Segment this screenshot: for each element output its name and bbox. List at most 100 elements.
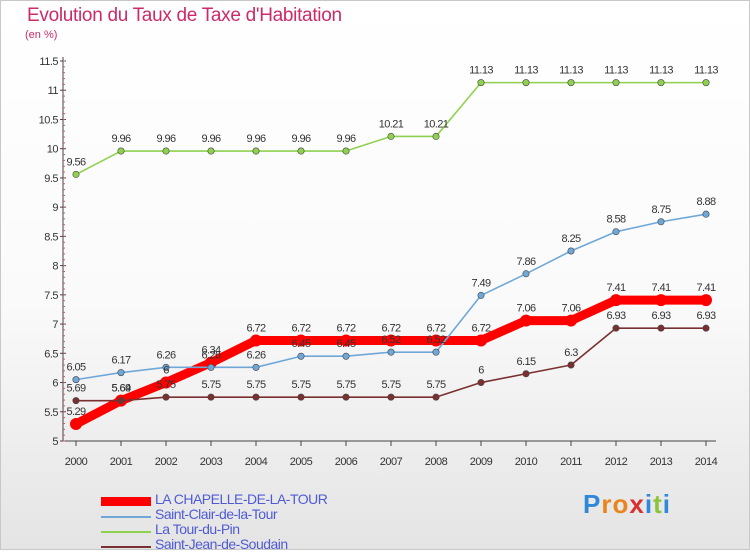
legend-label: Saint-Clair-de-la-Tour xyxy=(155,506,278,522)
data-point-la-chapelle-de-la-tour xyxy=(340,334,352,347)
data-point-saint-jean-de-soudain xyxy=(477,379,485,387)
data-label-saint-jean-de-soudain: 5.69 xyxy=(66,383,85,395)
data-label-la-chapelle-de-la-tour: 6.72 xyxy=(246,322,265,334)
y-tick-label: 9 xyxy=(52,202,58,214)
data-label-la-tour-du-pin: 9.96 xyxy=(336,133,355,145)
data-point-la-chapelle-de-la-tour xyxy=(655,294,667,307)
data-point-la-tour-du-pin xyxy=(117,147,125,155)
data-label-la-chapelle-de-la-tour: 6.72 xyxy=(381,322,400,334)
data-label-saint-jean-de-soudain: 5.75 xyxy=(156,379,175,391)
y-tick-label: 6.5 xyxy=(44,348,58,360)
y-tick-label: 10 xyxy=(47,144,59,156)
data-point-la-tour-du-pin xyxy=(702,79,710,87)
y-tick-label: 5 xyxy=(52,436,58,448)
data-label-la-chapelle-de-la-tour: 7.41 xyxy=(606,282,625,294)
data-point-saint-clair-de-la-tour xyxy=(567,247,575,255)
data-point-saint-clair-de-la-tour xyxy=(612,228,620,236)
data-point-la-chapelle-de-la-tour xyxy=(250,334,262,347)
data-label-saint-clair-de-la-tour: 8.25 xyxy=(561,233,580,245)
data-point-saint-jean-de-soudain xyxy=(567,361,575,369)
data-point-saint-clair-de-la-tour xyxy=(477,291,485,299)
data-point-la-tour-du-pin xyxy=(612,79,620,87)
data-point-la-chapelle-de-la-tour xyxy=(160,376,172,389)
logo-letter: P xyxy=(583,489,602,519)
data-point-saint-jean-de-soudain xyxy=(342,393,350,401)
x-tick-label: 2005 xyxy=(290,456,313,468)
data-label-saint-jean-de-soudain: 5.75 xyxy=(426,379,445,391)
data-label-la-tour-du-pin: 9.96 xyxy=(291,133,310,145)
x-tick-label: 2006 xyxy=(335,456,358,468)
data-label-saint-clair-de-la-tour: 8.88 xyxy=(696,196,715,208)
data-label-saint-jean-de-soudain: 5.75 xyxy=(291,379,310,391)
legend-item: La Tour-du-Pin xyxy=(101,521,401,538)
data-label-saint-jean-de-soudain: 6 xyxy=(478,365,484,377)
logo-letter: x xyxy=(629,489,645,519)
data-label-saint-jean-de-soudain: 6.93 xyxy=(651,310,670,322)
y-tick-label: 7 xyxy=(52,319,58,331)
data-point-la-tour-du-pin xyxy=(432,132,440,140)
data-point-saint-clair-de-la-tour xyxy=(522,270,530,278)
y-tick-label: 11 xyxy=(48,85,59,97)
y-tick-label: 8 xyxy=(52,261,58,273)
data-label-la-tour-du-pin: 10.21 xyxy=(379,118,404,130)
data-label-saint-clair-de-la-tour: 6.17 xyxy=(111,355,130,367)
data-point-la-tour-du-pin xyxy=(342,147,350,155)
data-point-saint-clair-de-la-tour xyxy=(117,369,125,377)
data-label-saint-clair-de-la-tour: 8.58 xyxy=(606,214,625,226)
proxiti-logo: Proxiti xyxy=(583,489,671,520)
data-label-la-chapelle-de-la-tour: 6.72 xyxy=(336,322,355,334)
x-tick-label: 2001 xyxy=(110,456,133,468)
data-label-la-tour-du-pin: 9.96 xyxy=(111,133,130,145)
data-label-saint-clair-de-la-tour: 6.26 xyxy=(201,349,220,361)
x-tick-label: 2012 xyxy=(605,456,628,468)
x-tick-label: 2004 xyxy=(245,456,268,468)
unit-label: (en %) xyxy=(25,29,58,41)
y-tick-label: 5.5 xyxy=(44,407,58,419)
legend-swatch xyxy=(101,531,151,533)
logo-letter: r xyxy=(601,489,613,519)
legend-swatch xyxy=(101,497,151,506)
data-label-la-chapelle-de-la-tour: 5.64 xyxy=(111,383,130,395)
data-point-saint-jean-de-soudain xyxy=(162,393,170,401)
data-label-saint-jean-de-soudain: 6.3 xyxy=(564,347,578,359)
y-tick-label: 6 xyxy=(52,378,58,390)
data-label-la-tour-du-pin: 9.96 xyxy=(201,133,220,145)
data-point-saint-jean-de-soudain xyxy=(297,393,305,401)
data-label-saint-clair-de-la-tour: 6.45 xyxy=(336,338,355,350)
data-label-saint-jean-de-soudain: 5.75 xyxy=(381,379,400,391)
y-tick-label: 9.5 xyxy=(44,173,58,185)
data-label-la-chapelle-de-la-tour: 5.29 xyxy=(66,406,85,418)
data-label-saint-clair-de-la-tour: 6.26 xyxy=(246,349,265,361)
data-point-saint-jean-de-soudain xyxy=(387,393,395,401)
data-point-la-tour-du-pin xyxy=(207,147,215,155)
data-point-saint-jean-de-soudain xyxy=(432,393,440,401)
data-point-la-tour-du-pin xyxy=(252,147,260,155)
data-point-saint-clair-de-la-tour xyxy=(162,363,170,371)
logo-letter: o xyxy=(612,489,630,519)
data-point-saint-jean-de-soudain xyxy=(522,370,530,378)
data-point-la-chapelle-de-la-tour xyxy=(70,418,82,431)
legend-swatch xyxy=(101,516,151,518)
data-label-la-tour-du-pin: 11.13 xyxy=(559,65,583,77)
data-point-saint-jean-de-soudain xyxy=(117,397,125,405)
data-point-la-chapelle-de-la-tour xyxy=(430,334,442,347)
data-point-saint-jean-de-soudain xyxy=(657,324,665,332)
data-point-la-tour-du-pin xyxy=(297,147,305,155)
data-label-la-chapelle-de-la-tour: 6 xyxy=(163,365,169,377)
data-label-saint-clair-de-la-tour: 6.05 xyxy=(66,362,85,374)
data-point-saint-jean-de-soudain xyxy=(207,393,215,401)
legend-label: La Tour-du-Pin xyxy=(155,521,240,537)
data-point-la-chapelle-de-la-tour xyxy=(385,334,397,347)
data-label-la-tour-du-pin: 11.13 xyxy=(514,65,538,77)
data-label-la-tour-du-pin: 11.13 xyxy=(469,65,493,77)
data-point-la-chapelle-de-la-tour xyxy=(610,294,622,307)
data-label-la-tour-du-pin: 10.21 xyxy=(424,118,449,130)
data-point-saint-clair-de-la-tour xyxy=(72,376,80,384)
data-label-saint-clair-de-la-tour: 6.45 xyxy=(291,338,310,350)
data-point-la-tour-du-pin xyxy=(387,132,395,140)
legend-swatch xyxy=(101,546,151,548)
data-point-saint-jean-de-soudain xyxy=(612,324,620,332)
data-label-saint-clair-de-la-tour: 7.86 xyxy=(516,256,535,268)
data-label-saint-jean-de-soudain: 5.69 xyxy=(111,383,130,395)
